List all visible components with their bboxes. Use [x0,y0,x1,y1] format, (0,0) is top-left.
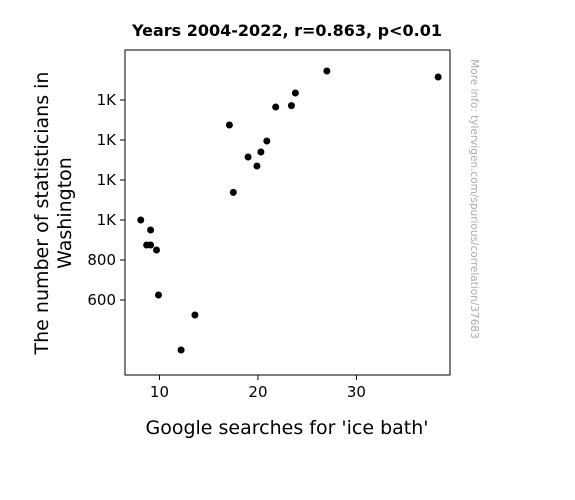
chart-title: Years 2004-2022, r=0.863, p<0.01 [131,21,442,40]
data-point [434,73,442,81]
y-tick-label: 600 [87,291,116,309]
y-axis-label: The number of statisticians in Washingto… [31,72,76,356]
data-point [177,346,185,354]
data-point [147,241,155,249]
data-point [253,162,261,170]
data-point [154,291,162,299]
x-tick-label: 10 [150,383,169,401]
x-axis-label: Google searches for 'ice bath' [145,417,428,439]
data-point [153,246,161,254]
y-axis-label-line-2: Washington [54,157,76,269]
data-point [257,148,265,156]
data-point [263,137,271,145]
data-points [137,67,442,354]
y-tick-label: 1K [97,91,118,109]
x-axis-ticks: 10 20 30 [150,375,366,401]
plot-area-frame [124,49,451,376]
data-point [147,226,155,234]
data-point [191,311,199,319]
data-point [244,153,252,161]
y-tick-label: 1K [97,171,118,189]
y-tick-label: 1K [97,211,118,229]
source-watermark: More info: tylervigen.com/spurious/corre… [468,59,480,339]
x-tick-label: 20 [248,383,267,401]
y-tick-label: 800 [87,251,116,269]
data-point [287,102,295,110]
x-tick-label: 30 [347,383,366,401]
data-point [272,103,280,111]
data-point [323,67,331,75]
y-tick-label: 1K [97,131,118,149]
data-point [229,188,237,196]
data-point [137,216,145,224]
y-axis-ticks: 600 800 1K 1K 1K 1K [87,91,125,309]
data-point [225,121,233,129]
y-axis-label-line-1: The number of statisticians in [31,72,53,356]
data-point [291,89,299,97]
